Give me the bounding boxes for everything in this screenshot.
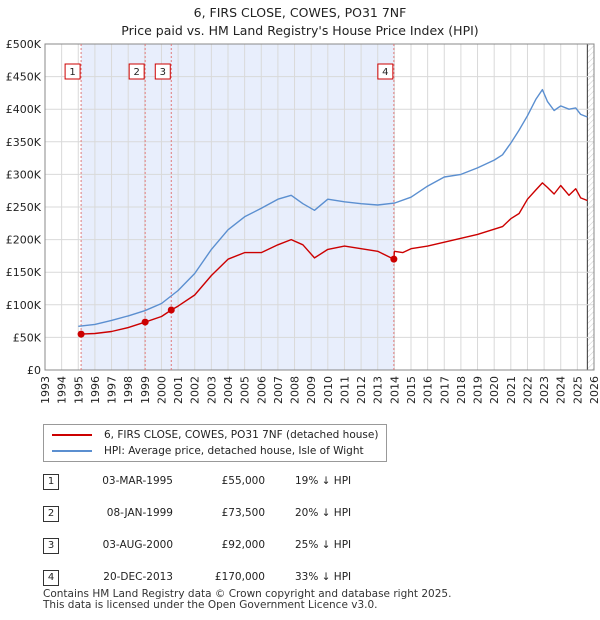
x-tick-label: 2017 [438, 376, 451, 404]
x-tick-label: 2002 [189, 376, 202, 404]
x-tick-label: 1993 [39, 376, 52, 404]
x-tick-label: 2000 [155, 376, 168, 404]
y-tick-label: £450K [6, 71, 42, 84]
sale-number-label: 1 [69, 67, 75, 78]
y-tick-label: £200K [6, 234, 42, 247]
transaction-price: £92,000 [221, 539, 265, 551]
x-tick-label: 2006 [255, 376, 268, 404]
legend-label-property: 6, FIRS CLOSE, COWES, PO31 7NF (detached… [104, 429, 379, 441]
x-tick-label: 2001 [172, 376, 185, 404]
y-tick-label: £150K [6, 266, 42, 279]
transaction-hpi-diff: 20% ↓ HPI [295, 507, 352, 519]
transaction-hpi-diff: 33% ↓ HPI [295, 571, 352, 583]
x-tick-label: 2016 [422, 376, 435, 404]
y-tick-label: £500K [6, 38, 42, 51]
sale-number-label: 2 [133, 67, 139, 78]
x-tick-label: 2024 [555, 376, 568, 404]
transaction-price: £170,000 [214, 571, 265, 583]
x-tick-label: 2014 [388, 376, 401, 404]
transaction-number-badge: 4 [43, 570, 59, 586]
x-tick-label: 1994 [56, 376, 69, 404]
transaction-hpi-diff: 25% ↓ HPI [295, 539, 352, 551]
x-tick-label: 2003 [205, 376, 218, 404]
transaction-hpi-diff: 19% ↓ HPI [295, 475, 352, 487]
y-tick-label: £400K [6, 103, 42, 116]
hpi-line [78, 88, 588, 327]
x-tick-label: 2025 [571, 376, 584, 404]
y-tick-label: £300K [6, 168, 42, 181]
x-tick-label: 2023 [538, 376, 551, 404]
plot-frame [44, 43, 595, 371]
sale-number-box [154, 63, 171, 80]
sale-number-box [128, 63, 145, 80]
transaction-number-badge: 2 [43, 506, 59, 522]
title-line-1: 6, FIRS CLOSE, COWES, PO31 7NF [193, 5, 407, 20]
legend-item-hpi: HPI: Average price, detached house, Isle… [52, 443, 364, 459]
y-tick-label: £350K [6, 136, 42, 149]
x-tick-label: 1995 [72, 376, 85, 404]
price-chart: £0 £50K £100K £150K £200K £250K £300K £350K £400… [6, 38, 600, 404]
transaction-row: 2 08-JAN-1999 £73,500 20% ↓ HPI [43, 506, 463, 524]
x-tick-label: 2005 [239, 376, 252, 404]
x-tick-label: 2010 [322, 376, 335, 404]
x-tick-label: 2018 [455, 376, 468, 404]
footer: Contains HM Land Registry data © Crown c… [43, 589, 451, 611]
y-tick-label: £0 [27, 364, 41, 377]
x-tick-label: 2011 [338, 376, 351, 404]
x-tick-label: 1996 [89, 376, 102, 404]
footer-licence: This data is licensed under the Open Gov… [43, 599, 378, 611]
x-tick-label: 2008 [289, 376, 302, 404]
x-tick-label: 1997 [106, 376, 119, 404]
legend: 6, FIRS CLOSE, COWES, PO31 7NF (detached… [43, 424, 387, 462]
sale-number-label: 3 [160, 67, 166, 78]
legend-label-hpi: HPI: Average price, detached house, Isle… [104, 445, 364, 457]
transaction-row: 1 03-MAR-1995 £55,000 19% ↓ HPI [43, 474, 463, 492]
legend-item-property: 6, FIRS CLOSE, COWES, PO31 7NF (detached… [52, 427, 378, 443]
transaction-row: 4 20-DEC-2013 £170,000 33% ↓ HPI [43, 570, 463, 588]
transaction-date: 03-MAR-1995 [102, 475, 173, 487]
footer-copyright: Contains HM Land Registry data © Crown c… [43, 588, 452, 600]
sale-point [141, 318, 149, 326]
x-tick-label: 2026 [588, 376, 600, 404]
x-tick-label: 2015 [405, 376, 418, 404]
transaction-price: £55,000 [221, 475, 265, 487]
sale-point [167, 306, 175, 314]
sale-point [390, 255, 398, 263]
x-tick-label: 2022 [521, 376, 534, 404]
x-tick-label: 2013 [372, 376, 385, 404]
transaction-date: 08-JAN-1999 [106, 507, 173, 519]
x-tick-label: 1999 [139, 376, 152, 404]
transaction-date: 20-DEC-2013 [103, 571, 173, 583]
sale-number-label: 4 [382, 67, 388, 78]
y-tick-label: £50K [13, 331, 42, 344]
legend-swatch-property [52, 434, 92, 436]
chart-title: 6, FIRS CLOSE, COWES, PO31 7NF Price pai… [0, 4, 600, 40]
x-tick-label: 2020 [488, 376, 501, 404]
title-line-2: Price paid vs. HM Land Registry's House … [121, 23, 479, 38]
x-tick-label: 2019 [472, 376, 485, 404]
legend-swatch-hpi [52, 450, 92, 452]
transaction-number-badge: 1 [43, 474, 59, 490]
transaction-date: 03-AUG-2000 [102, 539, 173, 551]
transaction-row: 3 03-AUG-2000 £92,000 25% ↓ HPI [43, 538, 463, 556]
sale-number-box [377, 63, 394, 80]
x-tick-label: 2009 [305, 376, 318, 404]
x-tick-label: 2007 [272, 376, 285, 404]
transaction-number-badge: 3 [43, 538, 59, 554]
x-tick-label: 1998 [122, 376, 135, 404]
sale-number-box [64, 63, 81, 80]
x-tick-label: 2021 [505, 376, 518, 404]
x-tick-label: 2004 [222, 376, 235, 404]
y-tick-label: £250K [6, 201, 42, 214]
transaction-price: £73,500 [221, 507, 265, 519]
x-tick-label: 2012 [355, 376, 368, 404]
y-tick-label: £100K [6, 299, 42, 312]
sale-point [77, 330, 85, 338]
